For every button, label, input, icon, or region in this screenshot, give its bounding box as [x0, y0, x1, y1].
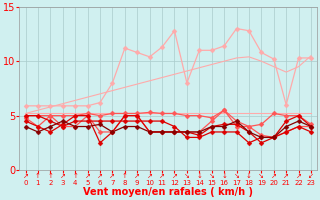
X-axis label: Vent moyen/en rafales ( km/h ): Vent moyen/en rafales ( km/h ) — [83, 187, 253, 197]
